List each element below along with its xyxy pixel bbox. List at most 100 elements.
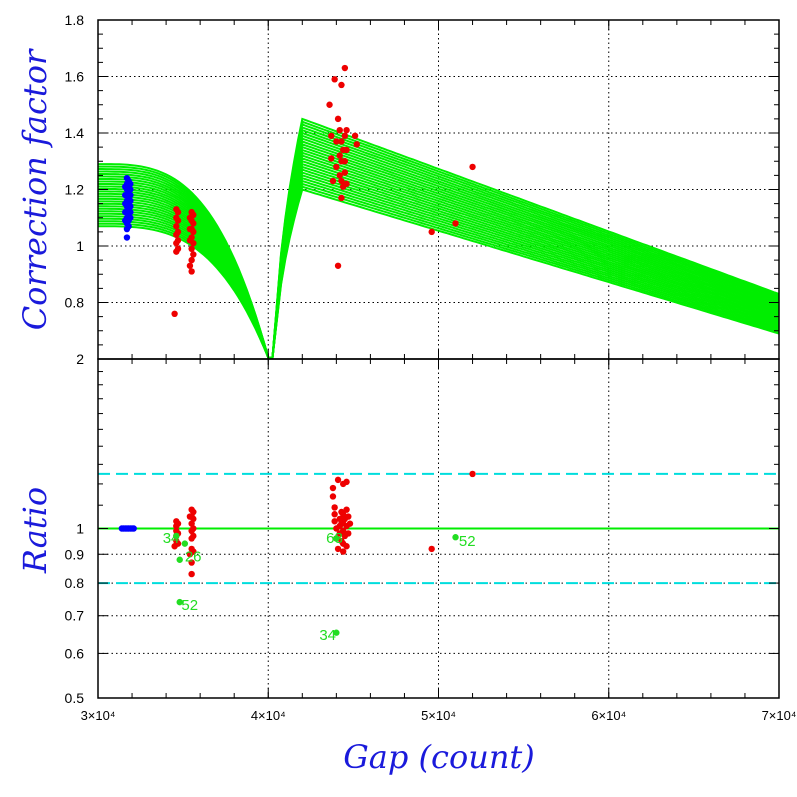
- top-data-point: [338, 194, 345, 202]
- top-data-point: [341, 132, 349, 140]
- top-data-point: [334, 115, 342, 123]
- correction-curve: [98, 154, 780, 359]
- correction-curve: [98, 179, 780, 359]
- bottom-data-point: [331, 518, 338, 525]
- top-data-point: [334, 262, 342, 269]
- top-data-point: [127, 208, 134, 216]
- correction-curve: [98, 151, 780, 359]
- top-data-point: [333, 138, 340, 145]
- bottom-data-point: [331, 504, 338, 511]
- count-annotation: 68: [326, 530, 343, 547]
- top-data-point: [127, 197, 134, 204]
- count-annotation: 52: [181, 597, 198, 614]
- top-data-point: [171, 310, 178, 317]
- top-data-point: [127, 180, 134, 188]
- top-data-point: [338, 81, 345, 89]
- top-y-axis-title: Correction factor: [16, 48, 54, 330]
- top-data-point: [122, 183, 129, 190]
- correction-curve: [97, 142, 780, 359]
- bottom-panel-reference-lines: [98, 472, 779, 585]
- correction-curve: [98, 165, 780, 359]
- count-annotation: 34: [319, 627, 336, 644]
- top-data-point: [174, 228, 182, 236]
- bottom-data-point: [188, 570, 195, 578]
- top-data-point: [188, 268, 195, 275]
- top-data-point: [353, 141, 360, 148]
- count-annotation: 52: [459, 533, 476, 550]
- correction-curve: [98, 117, 780, 359]
- correction-curve: [98, 182, 780, 359]
- correction-curve: [98, 148, 780, 359]
- top-data-point: [122, 200, 129, 207]
- top-panel-points: [122, 64, 476, 317]
- top-data-point: [123, 234, 131, 241]
- bottom-data-point: [329, 493, 337, 500]
- bottom-data-point: [428, 545, 435, 553]
- correction-factor-panel: 0.8 1 1.2 1.4 1.6 1.8: [65, 12, 780, 360]
- top-data-point: [351, 132, 359, 140]
- bottom-data-point: [176, 556, 183, 563]
- top-y-tick-label: 1.8: [65, 12, 85, 28]
- top-data-point: [336, 152, 343, 159]
- top-data-point: [122, 208, 129, 216]
- top-y-tick-label: 1: [76, 238, 84, 254]
- top-data-point: [174, 245, 182, 253]
- top-data-point: [341, 158, 349, 165]
- top-data-point: [122, 217, 129, 224]
- bottom-data-point: [334, 476, 342, 484]
- correction-curve: [98, 162, 780, 359]
- correction-curve: [98, 176, 780, 359]
- bottom-y-tick-label: 0.6: [65, 645, 85, 661]
- bottom-y-axis-title: Ratio: [16, 487, 54, 574]
- bottom-panel-y-tick-labels: 0.5 0.6 0.7 0.8 0.9 1 2: [65, 351, 85, 706]
- bottom-panel-points: [118, 470, 476, 636]
- correction-curve: [98, 131, 780, 359]
- bottom-data-point: [329, 484, 337, 492]
- top-data-point: [190, 220, 197, 227]
- bottom-data-point: [331, 511, 338, 518]
- top-data-point: [339, 183, 347, 190]
- top-data-point: [338, 138, 345, 145]
- top-data-point: [174, 217, 182, 224]
- top-data-point: [343, 146, 350, 154]
- count-annotation: 26: [185, 549, 202, 566]
- top-data-point: [326, 101, 333, 108]
- bottom-data-point: [176, 598, 183, 606]
- ratio-panel: 34 26 52 68 34 52 0.5 0.6 0.7 0.8 0.9 1 2 3×10⁴ 4×10…: [65, 351, 797, 723]
- bottom-data-point: [343, 543, 350, 550]
- top-data-point: [333, 163, 340, 171]
- top-panel-ticks: [97, 19, 780, 360]
- bottom-data-point: [452, 534, 459, 541]
- top-data-point: [328, 132, 335, 140]
- top-data-point: [452, 220, 459, 227]
- bottom-data-point: [130, 525, 137, 532]
- top-data-point: [343, 126, 350, 134]
- bottom-data-point: [333, 629, 340, 636]
- top-data-point: [127, 203, 134, 210]
- top-y-tick-label: 1.2: [65, 182, 85, 198]
- x-axis-title: Gap (count): [343, 738, 535, 776]
- top-data-point: [186, 262, 194, 269]
- bottom-data-point: [343, 478, 350, 486]
- correction-curve: [98, 188, 780, 359]
- bottom-data-point: [346, 520, 354, 527]
- x-axis-tick-labels: 3×10⁴ 4×10⁴ 5×10⁴ 6×10⁴ 7×10⁴: [81, 708, 797, 723]
- correction-curve: [98, 134, 780, 359]
- top-data-point: [336, 126, 343, 134]
- x-tick-label: 4×10⁴: [251, 708, 286, 723]
- bottom-data-point: [188, 559, 195, 566]
- correction-curve: [98, 168, 780, 359]
- correction-curve: [98, 137, 780, 359]
- top-data-point: [338, 177, 345, 185]
- correction-curve: [98, 126, 780, 359]
- correction-curve: [98, 140, 780, 359]
- bottom-y-tick-label: 0.7: [65, 608, 85, 624]
- top-data-point: [341, 169, 349, 176]
- correction-curve: [98, 171, 780, 359]
- bottom-data-point: [174, 520, 182, 527]
- bottom-data-point: [469, 470, 476, 478]
- top-data-point: [174, 208, 182, 216]
- top-data-point: [127, 191, 134, 199]
- bottom-y-tick-label: 0.9: [65, 546, 85, 562]
